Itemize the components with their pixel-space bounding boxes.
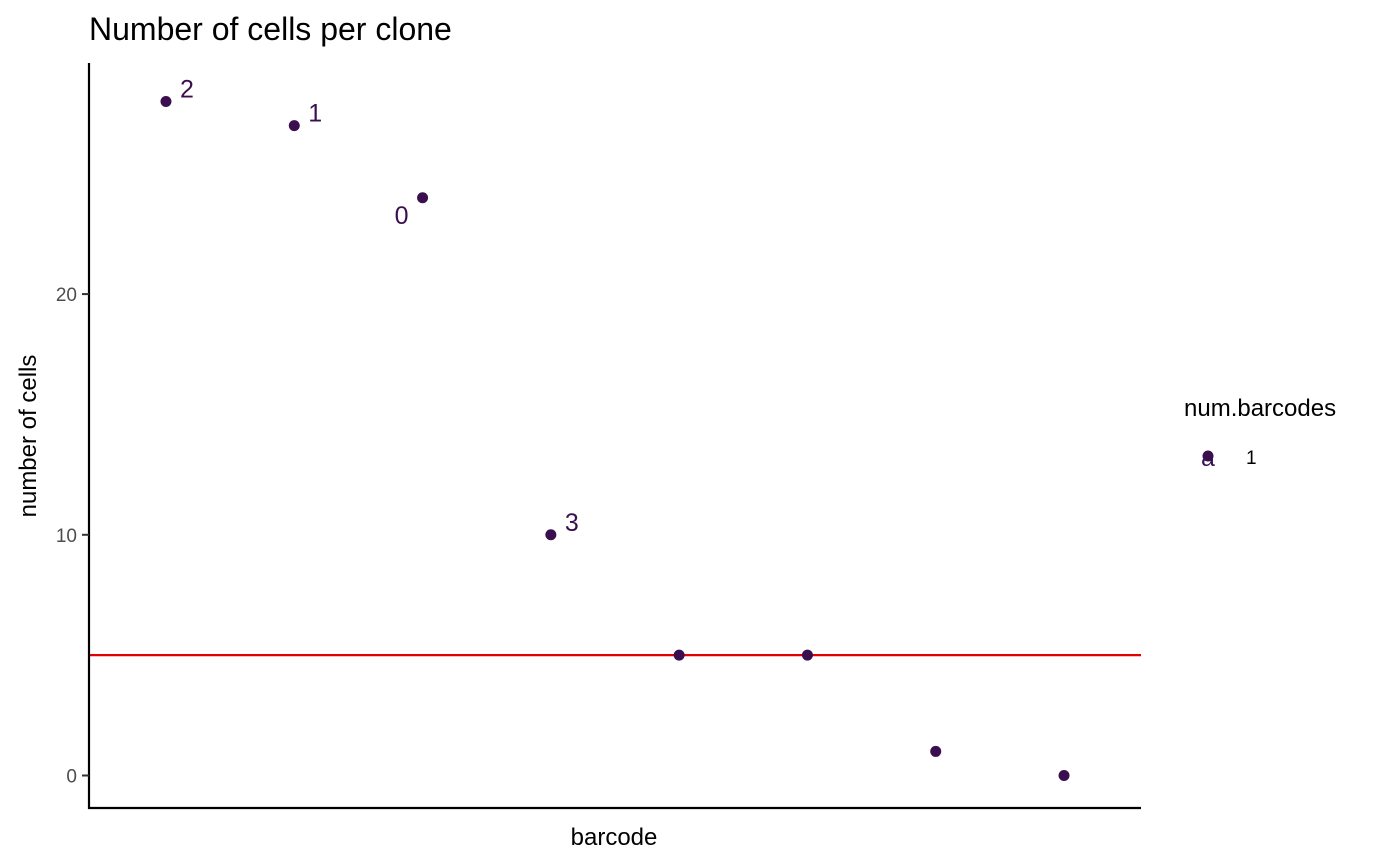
data-point xyxy=(160,96,172,108)
data-point xyxy=(417,192,429,204)
point-label: 2 xyxy=(180,76,194,104)
x-axis-title: barcode xyxy=(571,824,658,851)
legend-entries: a1 xyxy=(1201,444,1257,472)
y-tick-label: 0 xyxy=(66,767,77,788)
data-point xyxy=(545,529,557,541)
legend-title: num.barcodes xyxy=(1184,395,1336,422)
point-label: 3 xyxy=(565,509,579,537)
y-tick-label: 20 xyxy=(56,285,77,306)
legend-key-point xyxy=(1202,450,1214,462)
point-label: 1 xyxy=(308,100,322,128)
y-axis-ticks: 0 10 20 xyxy=(56,285,89,788)
data-point xyxy=(288,120,300,132)
data-point xyxy=(1058,770,1070,782)
y-tick-label: 10 xyxy=(56,526,77,547)
data-point xyxy=(801,649,813,661)
legend: num.barcodes a1 xyxy=(1184,395,1336,472)
legend-entry-label: 1 xyxy=(1246,448,1257,469)
y-axis-title: number of cells xyxy=(15,355,42,518)
plot-area: 2 1 0 3 xyxy=(89,76,1141,782)
data-point xyxy=(673,649,685,661)
chart-title: Number of cells per clone xyxy=(89,11,452,47)
point-label: 0 xyxy=(395,202,409,230)
data-point xyxy=(930,745,942,757)
